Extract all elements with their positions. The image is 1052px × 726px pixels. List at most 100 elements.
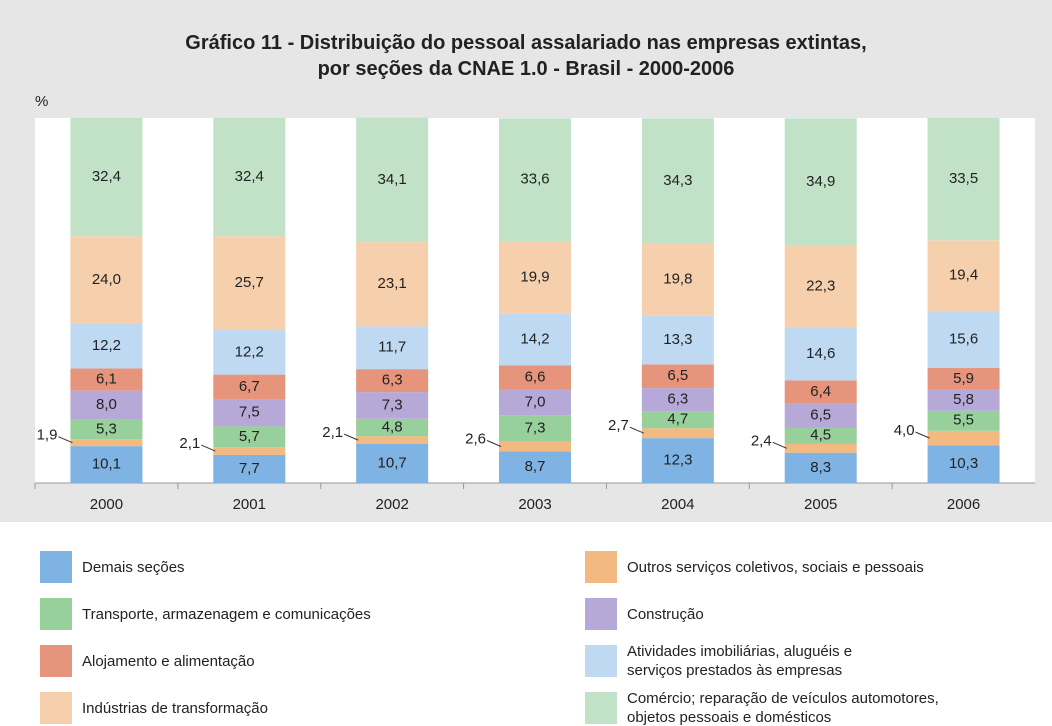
data-label: 33,6 — [520, 171, 549, 188]
x-tick-label: 2006 — [947, 496, 980, 513]
legend-swatch — [585, 598, 617, 630]
x-tick-label: 2001 — [233, 496, 266, 513]
data-label: 22,3 — [806, 277, 835, 294]
data-label: 2,1 — [322, 424, 343, 441]
data-label: 34,3 — [663, 172, 692, 189]
bar-segment — [70, 419, 143, 440]
data-label: 32,4 — [235, 168, 264, 185]
x-tick-label: 2004 — [661, 496, 694, 513]
bar-segment — [784, 380, 857, 404]
bar-segment — [213, 236, 286, 331]
data-label: 5,5 — [953, 412, 974, 429]
bar-segment — [213, 399, 286, 427]
data-label: 15,6 — [949, 331, 978, 348]
data-label: 34,1 — [378, 171, 407, 188]
leader-line — [486, 440, 502, 447]
data-label: 4,5 — [810, 427, 831, 444]
data-label: 2,6 — [465, 430, 486, 447]
data-label: 33,5 — [949, 170, 978, 187]
data-label: 10,3 — [949, 455, 978, 472]
bar-segment — [641, 411, 714, 429]
data-label: 6,6 — [525, 368, 546, 385]
bar-segment — [499, 389, 571, 416]
legend-swatch — [585, 551, 617, 583]
x-tick-label: 2000 — [90, 496, 123, 513]
data-label: 12,2 — [235, 343, 264, 360]
bar-segment — [499, 415, 571, 442]
data-label: 6,3 — [382, 372, 403, 389]
leader-line — [58, 436, 73, 444]
legend-item: Transporte, armazenagem e comunicações — [40, 598, 371, 630]
data-label: 1,9 — [37, 427, 58, 444]
legend-label: Atividades imobiliárias, aluguéis e serv… — [627, 643, 853, 679]
data-label: 8,3 — [810, 459, 831, 476]
data-label: 11,7 — [378, 339, 406, 356]
bar-segment — [213, 374, 286, 400]
bar-segment — [356, 242, 429, 327]
legend-item: Atividades imobiliárias, aluguéis e serv… — [585, 643, 853, 679]
legend-item: Comércio; reparação de veículos automoto… — [585, 690, 939, 726]
legend-swatch — [40, 598, 72, 630]
bar-segment — [641, 118, 714, 244]
bar-segment — [784, 403, 857, 428]
bar-segment — [927, 430, 1000, 446]
legend-item: Alojamento e alimentação — [40, 645, 255, 677]
bar-segment — [356, 392, 429, 419]
legend-item: Construção — [585, 598, 704, 630]
data-label: 4,8 — [382, 418, 403, 435]
bar-segment — [927, 240, 1000, 312]
bar-segment — [784, 427, 857, 444]
leader-line — [629, 426, 645, 434]
data-label: 6,4 — [810, 383, 831, 400]
data-label: 5,8 — [953, 391, 974, 408]
legend-swatch — [40, 692, 72, 724]
data-label: 13,3 — [663, 331, 692, 348]
data-label: 25,7 — [235, 274, 264, 291]
data-label: 7,3 — [525, 419, 546, 436]
data-label: 14,2 — [520, 331, 549, 348]
data-label: 10,7 — [378, 454, 407, 471]
bar-segment — [356, 326, 429, 370]
legend-item: Demais seções — [40, 551, 185, 583]
legend-swatch — [585, 692, 617, 724]
bar-segment — [213, 118, 286, 237]
legend-swatch — [585, 645, 617, 677]
data-label: 2,1 — [179, 435, 200, 452]
data-label: 7,7 — [239, 460, 260, 477]
bar-segment — [641, 388, 714, 412]
bar-segment — [70, 236, 143, 324]
bar-segment — [356, 117, 429, 243]
data-label: 14,6 — [806, 345, 835, 362]
leader-line — [915, 431, 930, 439]
bar-segment — [356, 418, 429, 437]
bar-segment — [784, 327, 857, 381]
bar-segment — [70, 446, 143, 483]
data-label: 5,7 — [239, 428, 260, 445]
bar-segment — [641, 428, 714, 439]
leader-line — [201, 444, 216, 452]
bar-segment — [499, 365, 571, 390]
data-label: 5,9 — [953, 370, 974, 387]
bar-segment — [641, 438, 714, 483]
data-label: 32,4 — [92, 168, 121, 185]
leader-line — [772, 441, 787, 449]
bar-segment — [784, 118, 857, 246]
data-label: 8,0 — [96, 396, 117, 413]
data-label: 19,9 — [520, 268, 549, 285]
data-label: 34,9 — [806, 173, 835, 190]
legend-label: Indústrias de transformação — [82, 699, 268, 717]
x-tick-label: 2005 — [804, 496, 837, 513]
bar-segment — [641, 364, 714, 389]
bar-segment — [784, 443, 857, 453]
bar-segment — [641, 243, 714, 316]
bar-segment — [499, 451, 571, 483]
bar-segment — [70, 118, 143, 237]
data-label: 24,0 — [92, 271, 121, 288]
chart-title: Gráfico 11 - Distribuição do pessoal ass… — [185, 32, 867, 80]
leader-line — [343, 433, 359, 441]
data-label: 4,0 — [894, 422, 915, 439]
bar-segment — [213, 454, 286, 483]
legend-label: Alojamento e alimentação — [82, 652, 255, 670]
